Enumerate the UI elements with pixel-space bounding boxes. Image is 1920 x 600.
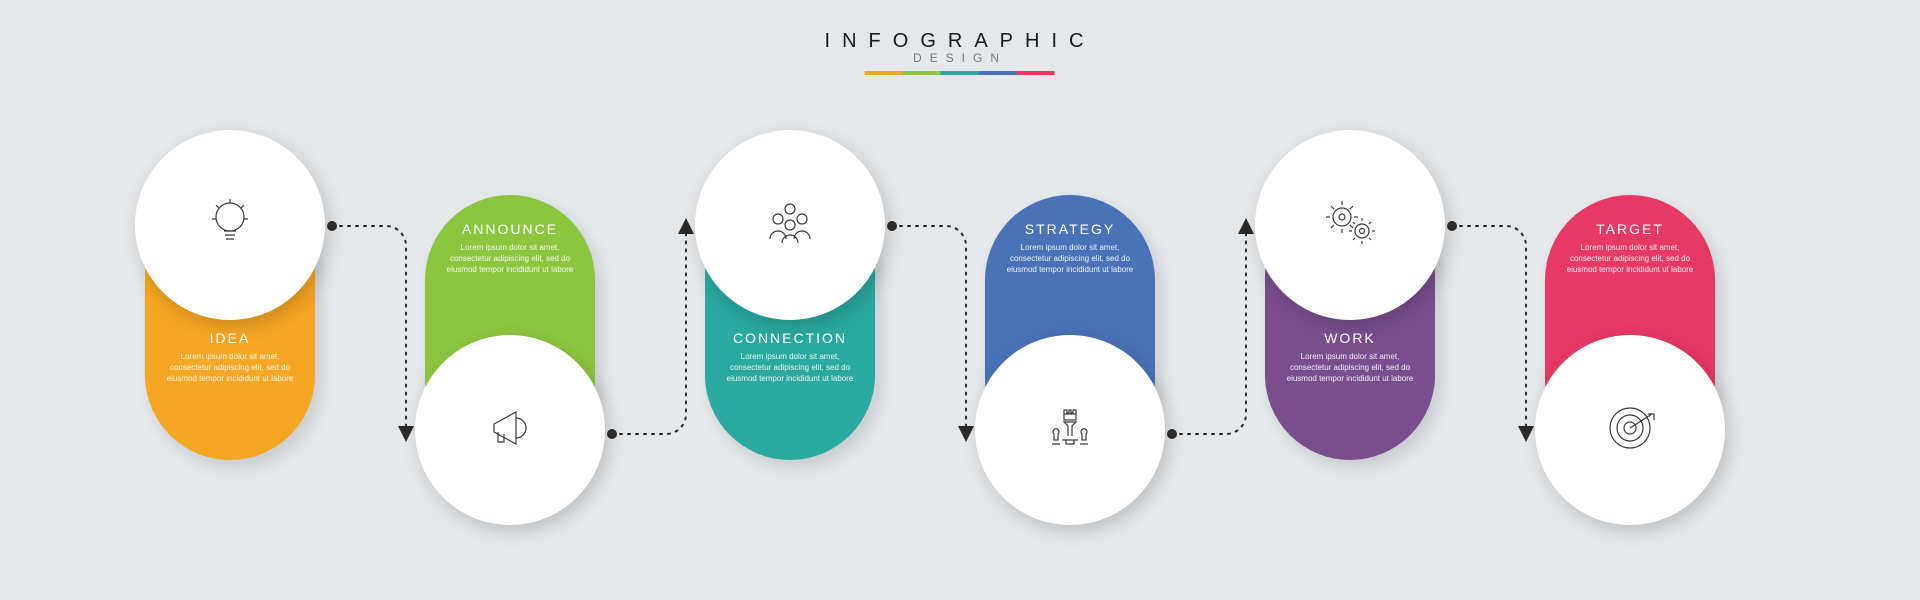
header-subtitle: DESIGN: [825, 51, 1096, 65]
target-icon: [1602, 400, 1658, 461]
step-desc: Lorem ipsum dolor sit amet, consectetur …: [1285, 352, 1415, 384]
bar-seg: [979, 71, 1017, 75]
connector: [886, 220, 976, 450]
step-circle: [975, 335, 1165, 525]
step-title: CONNECTION: [725, 330, 855, 346]
step-desc: Lorem ipsum dolor sit amet, consectetur …: [1565, 243, 1695, 275]
step-title: TARGET: [1565, 221, 1695, 237]
step-strategy: STRATEGY Lorem ipsum dolor sit amet, con…: [975, 160, 1165, 495]
connector: [326, 220, 416, 450]
step-title: ANNOUNCE: [445, 221, 575, 237]
header-title: INFOGRAPHIC: [825, 30, 1096, 53]
connector: [1166, 210, 1256, 440]
step-desc: Lorem ipsum dolor sit amet, consectetur …: [165, 352, 295, 384]
chess-icon: [1042, 400, 1098, 461]
step-circle: [135, 130, 325, 320]
bar-seg: [941, 71, 979, 75]
gears-icon: [1322, 195, 1378, 256]
step-title: STRATEGY: [1005, 221, 1135, 237]
step-circle: [415, 335, 605, 525]
step-connection: CONNECTION Lorem ipsum dolor sit amet, c…: [695, 160, 885, 495]
bar-seg: [865, 71, 903, 75]
step-circle: [695, 130, 885, 320]
lightbulb-icon: [202, 195, 258, 256]
megaphone-icon: [482, 400, 538, 461]
people-icon: [762, 195, 818, 256]
bar-seg: [1017, 71, 1055, 75]
connector: [606, 210, 696, 440]
infographic-stage: IDEA Lorem ipsum dolor sit amet, consect…: [0, 130, 1920, 550]
step-title: WORK: [1285, 330, 1415, 346]
step-target: TARGET Lorem ipsum dolor sit amet, conse…: [1535, 160, 1725, 495]
bar-seg: [903, 71, 941, 75]
step-idea: IDEA Lorem ipsum dolor sit amet, consect…: [135, 160, 325, 495]
step-desc: Lorem ipsum dolor sit amet, consectetur …: [725, 352, 855, 384]
step-work: WORK Lorem ipsum dolor sit amet, consect…: [1255, 160, 1445, 495]
step-desc: Lorem ipsum dolor sit amet, consectetur …: [445, 243, 575, 275]
step-circle: [1535, 335, 1725, 525]
step-title: IDEA: [165, 330, 295, 346]
header: INFOGRAPHIC DESIGN: [825, 30, 1096, 75]
connector: [1446, 220, 1536, 450]
step-circle: [1255, 130, 1445, 320]
header-color-bar: [825, 71, 1096, 75]
step-announce: ANNOUNCE Lorem ipsum dolor sit amet, con…: [415, 160, 605, 495]
step-desc: Lorem ipsum dolor sit amet, consectetur …: [1005, 243, 1135, 275]
